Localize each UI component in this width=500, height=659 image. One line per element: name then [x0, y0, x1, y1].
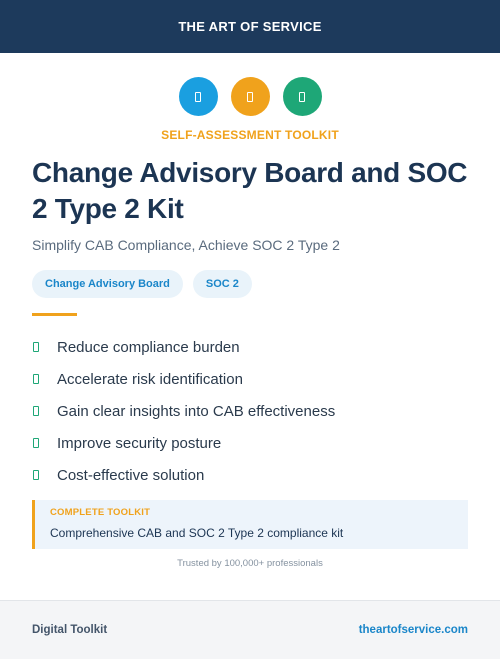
benefit-item: Accelerate risk identification	[32, 363, 335, 395]
benefit-text: Gain clear insights into CAB effectivene…	[57, 402, 336, 420]
tag-soc-2[interactable]: SOC 2	[192, 270, 252, 298]
icon-row	[0, 77, 500, 116]
footer-bar: Digital Toolkit theartofservice.com	[0, 600, 500, 659]
eyebrow-label: SELF-ASSESSMENT TOOLKIT	[161, 128, 339, 142]
document-icon	[178, 77, 218, 116]
benefit-text: Accelerate risk identification	[57, 370, 243, 388]
benefit-text: Reduce compliance burden	[57, 338, 240, 356]
check-icon	[33, 406, 39, 416]
footer-label: Digital Toolkit	[32, 624, 108, 636]
toolkit-callout: COMPLETE TOOLKIT Comprehensive CAB and S…	[32, 500, 468, 549]
benefit-text: Improve security posture	[57, 434, 222, 452]
callout-text: Comprehensive CAB and SOC 2 Type 2 compl…	[50, 526, 344, 540]
benefit-item: Cost-effective solution	[32, 459, 335, 491]
accent-divider	[32, 313, 77, 316]
check-icon	[33, 374, 39, 384]
trust-note: Trusted by 100,000+ professionals	[177, 558, 323, 569]
check-icon	[33, 470, 39, 480]
benefit-item: Gain clear insights into CAB effectivene…	[32, 395, 335, 427]
tag-list: Change Advisory Board SOC 2	[32, 270, 252, 298]
brand-title: THE ART OF SERVICE	[178, 19, 322, 34]
benefit-item: Improve security posture	[32, 427, 335, 459]
header-bar: THE ART OF SERVICE	[0, 0, 500, 53]
benefit-item: Reduce compliance burden	[32, 331, 335, 363]
website-link[interactable]: theartofservice.com	[358, 624, 468, 636]
document-icon	[282, 77, 322, 116]
document-icon	[230, 77, 270, 116]
check-icon	[33, 342, 39, 352]
benefit-list: Reduce compliance burden Accelerate risk…	[32, 331, 335, 491]
benefit-text: Cost-effective solution	[57, 466, 205, 484]
subtitle: Simplify CAB Compliance, Achieve SOC 2 T…	[32, 237, 340, 253]
tag-change-advisory-board[interactable]: Change Advisory Board	[32, 270, 183, 298]
callout-label: COMPLETE TOOLKIT	[50, 507, 151, 518]
check-icon	[33, 438, 39, 448]
page-title: Change Advisory Board and SOC 2 Type 2 K…	[32, 157, 468, 224]
